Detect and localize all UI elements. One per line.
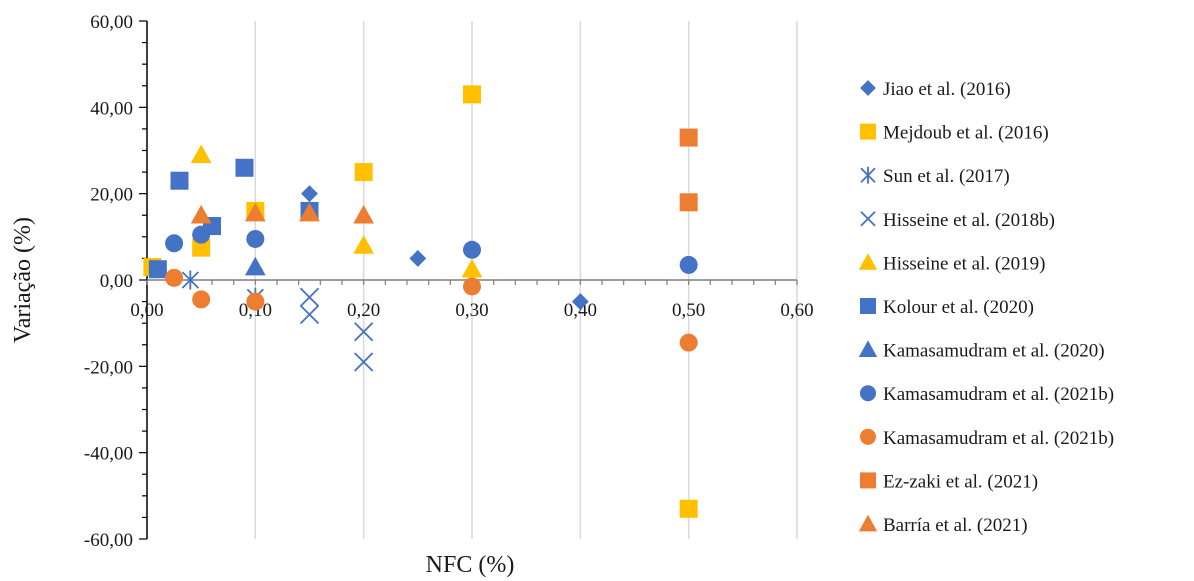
data-point [299,202,320,222]
data-point [354,322,374,342]
axes [139,20,798,540]
data-point [148,260,167,279]
legend-item: Sun et al. (2017) [860,166,1010,187]
x-tick-label: 0,20 [347,300,380,321]
data-point [463,85,481,104]
legend-marker [860,298,876,314]
y-tick-label: 60,00 [90,12,133,33]
x-tick-label: 0,30 [455,300,488,321]
data-point [165,234,184,253]
legend-label: Mejdoub et al. (2016) [883,123,1049,144]
data-point [246,292,265,311]
x-tick-label: 0,50 [672,300,705,321]
series-0 [301,185,589,310]
legend-label: Kamasamudram et al. (2021b) [883,384,1114,405]
legend-marker [860,80,876,96]
data-point [679,333,698,352]
series-10 [190,202,375,224]
y-tick-label: -60,00 [84,530,133,551]
legend-marker [860,472,876,489]
data-point [246,229,265,248]
legend-marker [860,385,876,402]
legend-marker [860,123,876,140]
data-points [143,85,698,518]
series-6 [244,256,266,276]
legend-item: Jiao et al. (2016) [860,79,1011,100]
data-point [299,287,320,307]
data-point [192,225,211,244]
y-tick-label: 20,00 [90,185,133,206]
legend-item: Mejdoub et al. (2016) [860,123,1049,144]
y-tick-label: 40,00 [90,98,133,119]
data-point [461,258,483,278]
data-point [463,277,481,296]
legend-item: Kamasamudram et al. (2021b) [860,428,1114,449]
legend-marker [858,514,878,532]
data-point [192,290,211,309]
legend-marker [860,166,876,184]
legend-item: Barría et al. (2021) [858,514,1028,536]
legend-label: Jiao et al. (2016) [883,79,1011,100]
legend-item: Ez-zaki et al. (2021) [860,471,1038,492]
series-4 [190,144,483,278]
legend: Jiao et al. (2016) Mejdoub et al. (2016) S… [858,79,1114,536]
x-tick-label: 0,60 [780,300,813,321]
data-point [463,240,481,259]
y-tick-label: -40,00 [84,444,133,465]
legend-item: Kamasamudram et al. (2021b) [860,384,1114,405]
y-tick-label: -20,00 [84,357,133,378]
legend-marker [860,211,876,227]
tick-labels: -60,00 -40,00 -20,00 0,00 20,00 40,00 60,00 0,0… [84,12,814,551]
data-point [190,204,212,224]
legend-label: Hisseine et al. (2019) [883,253,1046,274]
data-point [192,238,211,257]
data-point [409,250,427,267]
x-tick-label: 0,40 [564,300,597,321]
data-point [353,204,375,224]
data-point [354,163,373,182]
series-5 [148,158,319,279]
legend-item: Kamasamudram et al. (2020) [858,340,1105,362]
data-point [244,202,266,222]
data-point [181,270,199,290]
data-point [353,235,375,254]
y-axis-title: Variação (%) [10,217,36,343]
data-point [190,144,212,164]
legend-marker [858,253,878,270]
legend-label: Kolour et al. (2020) [883,297,1034,318]
series-9 [679,128,698,212]
data-point [679,499,698,518]
legend-label: Sun et al. (2017) [883,166,1010,187]
y-tick-label: 0,00 [100,271,133,292]
legend-marker [858,340,878,357]
data-point [170,171,189,190]
legend-label: Hisseine et al. (2018b) [883,210,1055,231]
x-tick-label: 0,00 [130,300,163,321]
data-point [679,128,698,147]
series-1 [143,85,698,518]
data-point [679,255,698,274]
legend-label: Ez-zaki et al. (2021) [883,471,1038,492]
series-7 [165,225,698,274]
data-point [165,268,184,287]
legend-marker [860,428,876,445]
legend-label: Kamasamudram et al. (2020) [883,341,1105,362]
legend-item: Kolour et al. (2020) [860,297,1034,318]
legend-label: Barría et al. (2021) [883,515,1028,536]
legend-item: Hisseine et al. (2018b) [860,210,1055,231]
data-point [571,293,589,310]
data-point [679,193,698,212]
x-axis-title: NFC (%) [426,552,515,578]
data-point [299,304,320,325]
data-point [354,352,374,372]
legend-label: Kamasamudram et al. (2021b) [883,428,1114,449]
series-3 [299,287,374,372]
data-point [235,158,254,177]
data-point [244,256,266,276]
series-8 [165,268,698,352]
data-point [301,185,318,203]
legend-item: Hisseine et al. (2019) [858,253,1046,274]
